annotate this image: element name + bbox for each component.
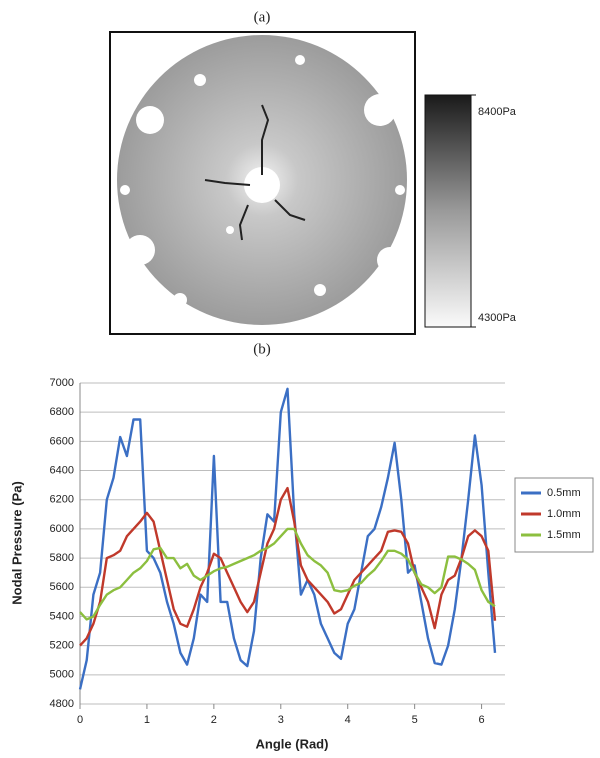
- x-axis-label: Angle (Rad): [256, 736, 329, 751]
- y-axis-label: Nodal Pressure (Pa): [9, 481, 24, 605]
- panel-a-frame: [109, 31, 416, 335]
- y-tick-label: 5600: [50, 581, 74, 593]
- y-tick-label: 6600: [50, 435, 74, 447]
- y-tick-label: 6000: [50, 523, 74, 535]
- colorbar: [424, 94, 472, 328]
- legend-label: 1.0mm: [547, 508, 581, 520]
- y-tick-label: 5400: [50, 610, 74, 622]
- pressure-map: [117, 35, 407, 325]
- y-tick-label: 6200: [50, 494, 74, 506]
- panel-b-caption: (b): [253, 341, 271, 357]
- data-line: [78, 387, 497, 690]
- y-tick-label: 5000: [50, 669, 74, 681]
- legend-label: 0.5mm: [547, 487, 581, 499]
- panel-a-caption: (a): [254, 9, 271, 25]
- x-tick-label: 3: [278, 714, 284, 726]
- y-tick-label: 7000: [50, 377, 74, 389]
- x-tick-label: 2: [211, 714, 217, 726]
- y-tick-label: 5800: [50, 552, 74, 564]
- y-tick-label: 6800: [50, 406, 74, 418]
- x-tick-label: 5: [412, 714, 418, 726]
- x-tick-label: 0: [77, 714, 83, 726]
- data-line: [79, 527, 496, 621]
- legend-label: 1.5mm: [547, 529, 581, 541]
- x-tick-label: 1: [144, 714, 150, 726]
- colorbar-label: 4300Pa: [478, 312, 517, 324]
- colorbar-label: 8400Pa: [478, 106, 517, 118]
- data-line: [79, 486, 497, 647]
- y-tick-label: 4800: [50, 698, 74, 710]
- y-tick-label: 6400: [50, 464, 74, 476]
- y-tick-label: 5200: [50, 640, 74, 652]
- x-tick-label: 4: [345, 714, 351, 726]
- x-tick-label: 6: [479, 714, 485, 726]
